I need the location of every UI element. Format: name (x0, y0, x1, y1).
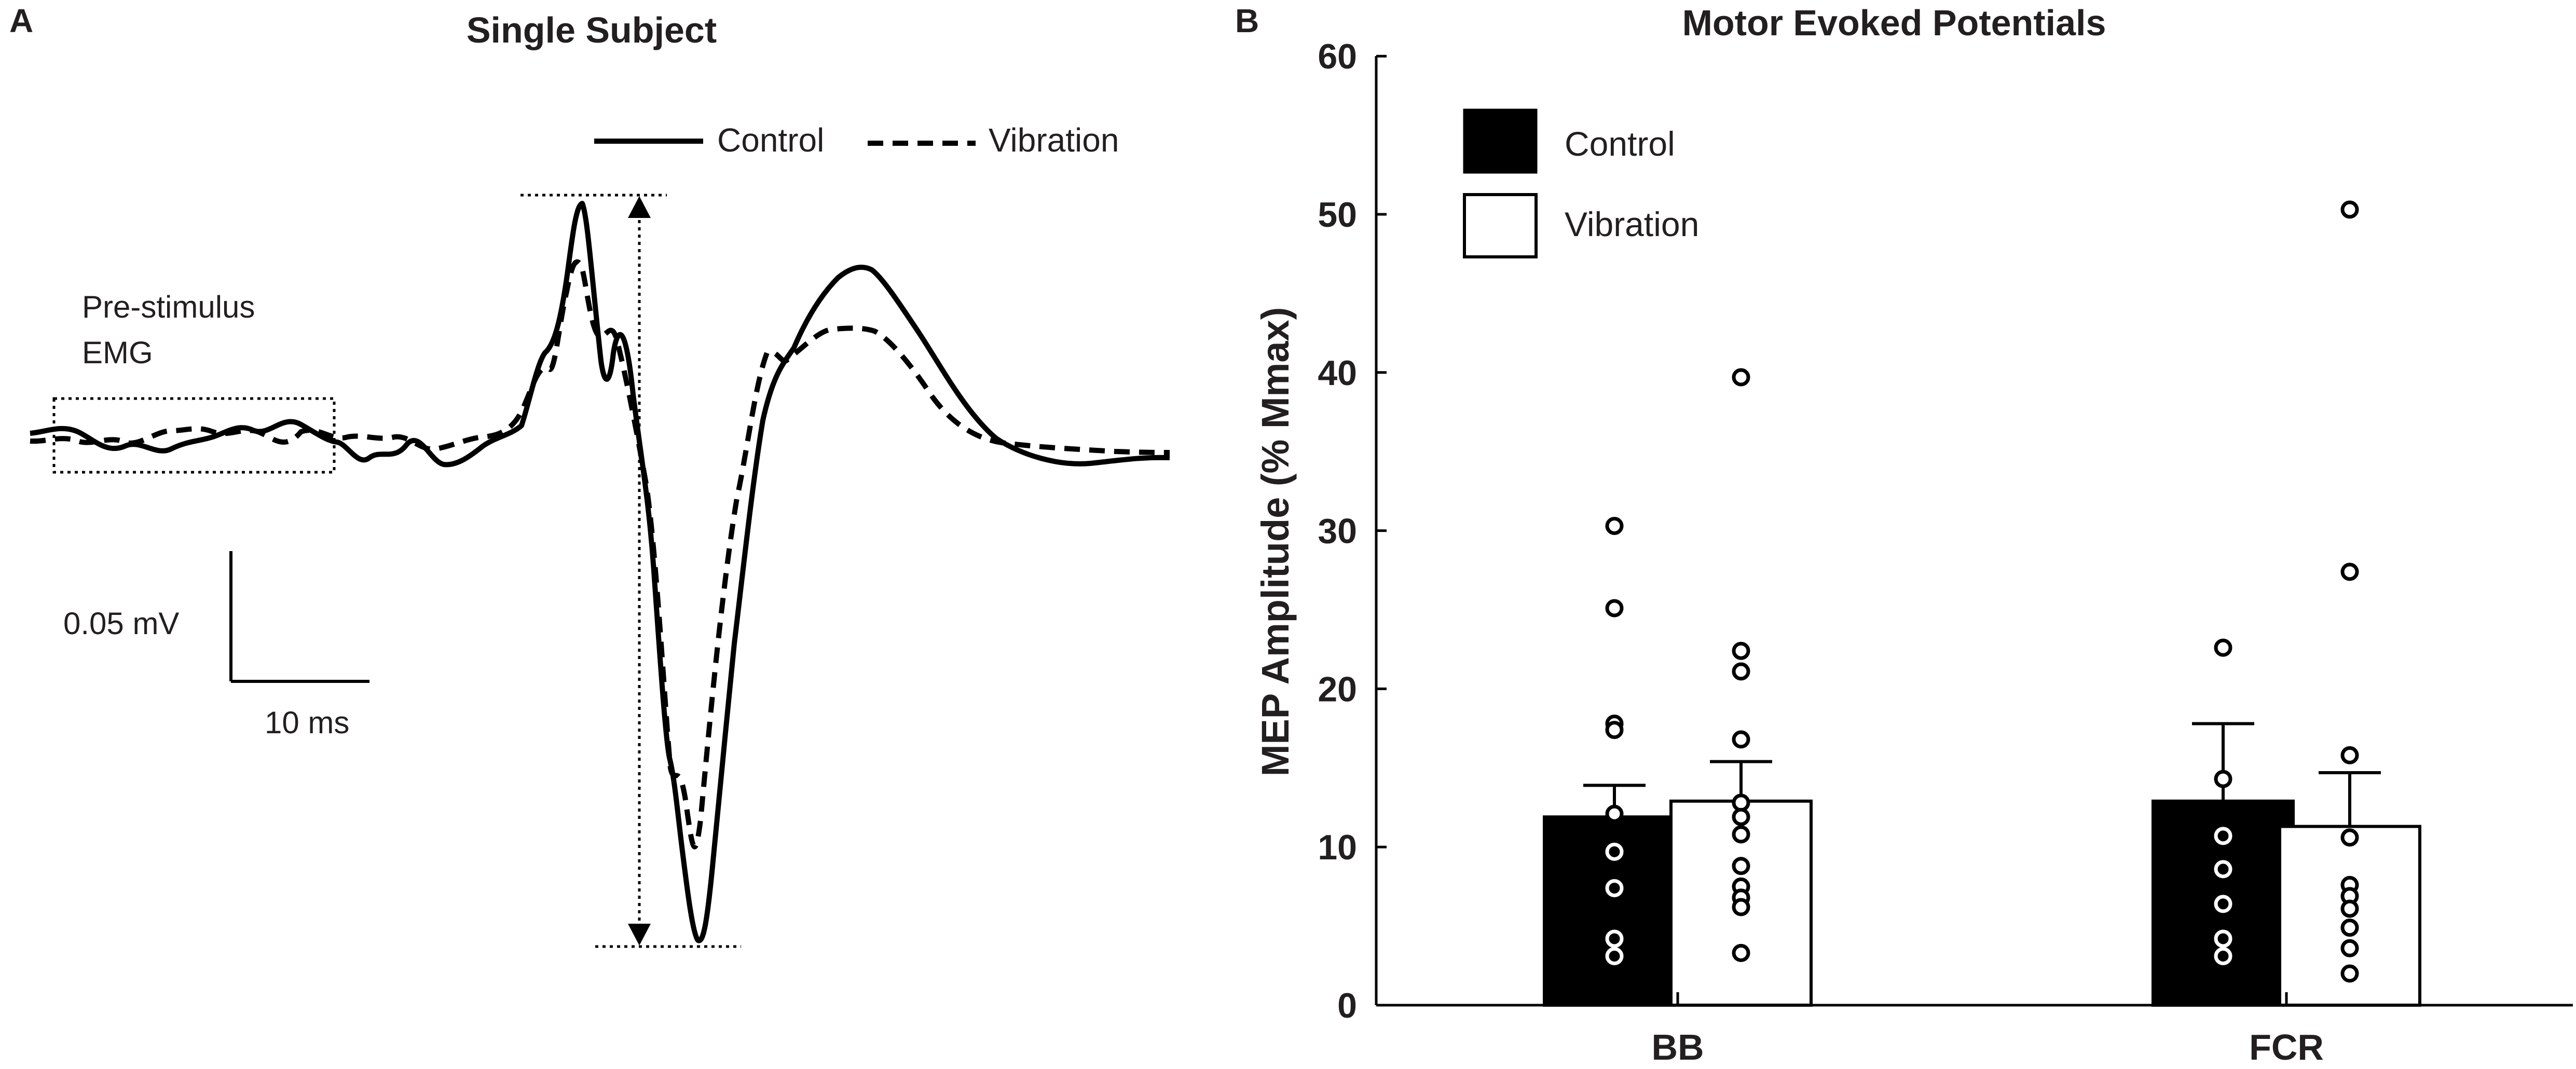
data-point (1605, 516, 1624, 535)
data-point (1732, 807, 1750, 826)
y-tick-label: 60 (1318, 37, 1357, 76)
data-point (2214, 860, 2232, 879)
y-axis-label: MEP Amplitude (% Mmax) (1254, 307, 1297, 777)
legend-vibration-label-b: Vibration (1565, 205, 1699, 243)
data-point (1732, 857, 1750, 875)
y-tick-label: 30 (1318, 512, 1357, 551)
y-tick-label: 20 (1318, 669, 1357, 709)
amplitude-arrow-up (628, 196, 651, 218)
data-point (2214, 929, 2232, 948)
emg-label: EMG (82, 335, 153, 370)
data-point (1605, 947, 1624, 966)
control-trace (30, 201, 1170, 943)
data-point (2340, 899, 2359, 918)
data-point (1605, 929, 1624, 948)
x-category-label-fcr: FCR (2249, 1027, 2324, 1067)
data-point (2340, 939, 2359, 957)
y-tick-label: 40 (1318, 353, 1357, 393)
legend-vibration-label: Vibration (989, 121, 1119, 159)
data-point (2214, 827, 2232, 845)
legend-control-label: Control (717, 121, 824, 159)
panel-a: A Single Subject Control Vibration Pre-s… (9, 2, 1170, 948)
data-point (1605, 721, 1624, 739)
data-point (2340, 828, 2359, 847)
data-point (2340, 964, 2359, 983)
legend-vibration-swatch (1463, 193, 1538, 258)
data-point (1732, 662, 1750, 681)
data-point (1605, 599, 1624, 618)
vibration-trace (30, 259, 1170, 849)
panel-a-label: A (9, 2, 33, 39)
panel-a-title: Single Subject (467, 10, 717, 50)
data-point (1732, 898, 1750, 916)
data-point (2340, 200, 2359, 219)
data-point (2214, 638, 2232, 657)
pre-stimulus-box (52, 397, 336, 474)
y-tick-label: 50 (1318, 195, 1357, 235)
panel-b-label: B (1235, 2, 1259, 39)
data-point (2214, 947, 2232, 966)
data-point (2214, 770, 2232, 788)
data-point (1732, 368, 1750, 387)
y-axis-ticks: 0 10 20 30 40 50 60 (1318, 37, 1387, 1025)
y-tick-label: 10 (1318, 828, 1357, 867)
y-tick-label: 0 (1337, 986, 1357, 1025)
bar-groups (1543, 200, 2421, 1007)
scale-bar-voltage-label: 0.05 mV (63, 606, 179, 641)
data-point (1605, 842, 1624, 861)
data-point (1732, 825, 1750, 844)
amplitude-arrow-down (628, 924, 651, 945)
data-point (1605, 804, 1624, 823)
legend-control-label-b: Control (1565, 125, 1675, 163)
x-axis-ticks: BB FCR (1651, 992, 2324, 1067)
x-category-label-bb: BB (1651, 1027, 1704, 1067)
legend-control-swatch (1463, 108, 1538, 174)
data-point (2340, 919, 2359, 937)
pre-stimulus-label: Pre-stimulus (82, 290, 255, 324)
data-point (1605, 879, 1624, 897)
panel-b: B Motor Evoked Potentials MEP Amplitude … (1235, 2, 2573, 1067)
data-point (1732, 641, 1750, 660)
panel-b-title: Motor Evoked Potentials (1682, 3, 2106, 43)
data-point (2214, 895, 2232, 913)
scale-bar-time-label: 10 ms (265, 705, 349, 740)
data-point (1732, 943, 1750, 962)
data-point (1732, 730, 1750, 749)
data-point (2340, 563, 2359, 581)
data-point (2340, 746, 2359, 764)
data-point (1732, 793, 1750, 812)
